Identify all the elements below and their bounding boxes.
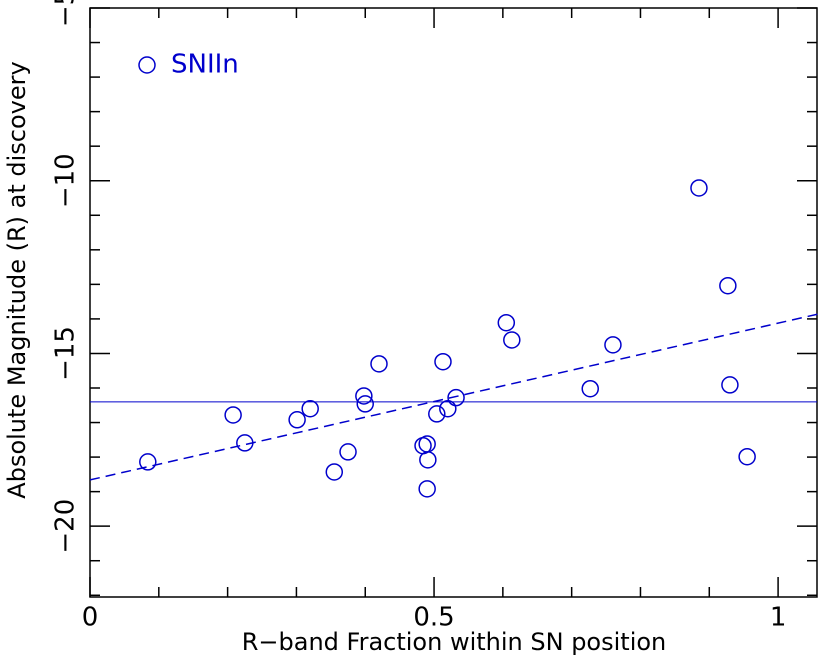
point xyxy=(503,331,521,349)
plot-frame xyxy=(89,7,818,598)
point xyxy=(356,395,374,413)
point xyxy=(447,388,465,407)
point xyxy=(439,399,457,418)
y-tick-label: −10 xyxy=(51,153,81,208)
point xyxy=(301,399,319,418)
point xyxy=(355,387,373,405)
point xyxy=(325,463,344,481)
point xyxy=(497,313,516,332)
legend-label: SNIIn xyxy=(171,50,239,80)
legend-marker xyxy=(138,56,156,74)
point xyxy=(719,276,737,295)
y-axis-label: Absolute Magnitude (R) at discovery xyxy=(3,61,31,498)
point xyxy=(418,480,436,498)
point xyxy=(434,352,452,371)
point xyxy=(224,406,242,424)
point xyxy=(370,355,388,373)
point xyxy=(339,443,357,461)
point xyxy=(721,376,739,394)
point xyxy=(288,411,306,429)
point xyxy=(604,336,622,354)
point xyxy=(236,434,254,452)
x-tick-label: 0.5 xyxy=(413,603,454,633)
fit-line xyxy=(89,313,818,481)
x-axis-label: R−band Fraction within SN position xyxy=(242,628,667,656)
point xyxy=(690,179,708,197)
point xyxy=(428,405,446,423)
point xyxy=(139,453,157,471)
point xyxy=(581,379,599,398)
y-tick-label: −20 xyxy=(51,499,81,554)
point xyxy=(419,451,437,469)
y-tick-label: −15 xyxy=(51,326,81,381)
y-tick-label: −5 xyxy=(51,0,81,27)
x-tick-label: 0 xyxy=(82,603,99,633)
x-tick-label: 1 xyxy=(770,603,787,633)
point xyxy=(738,447,756,466)
